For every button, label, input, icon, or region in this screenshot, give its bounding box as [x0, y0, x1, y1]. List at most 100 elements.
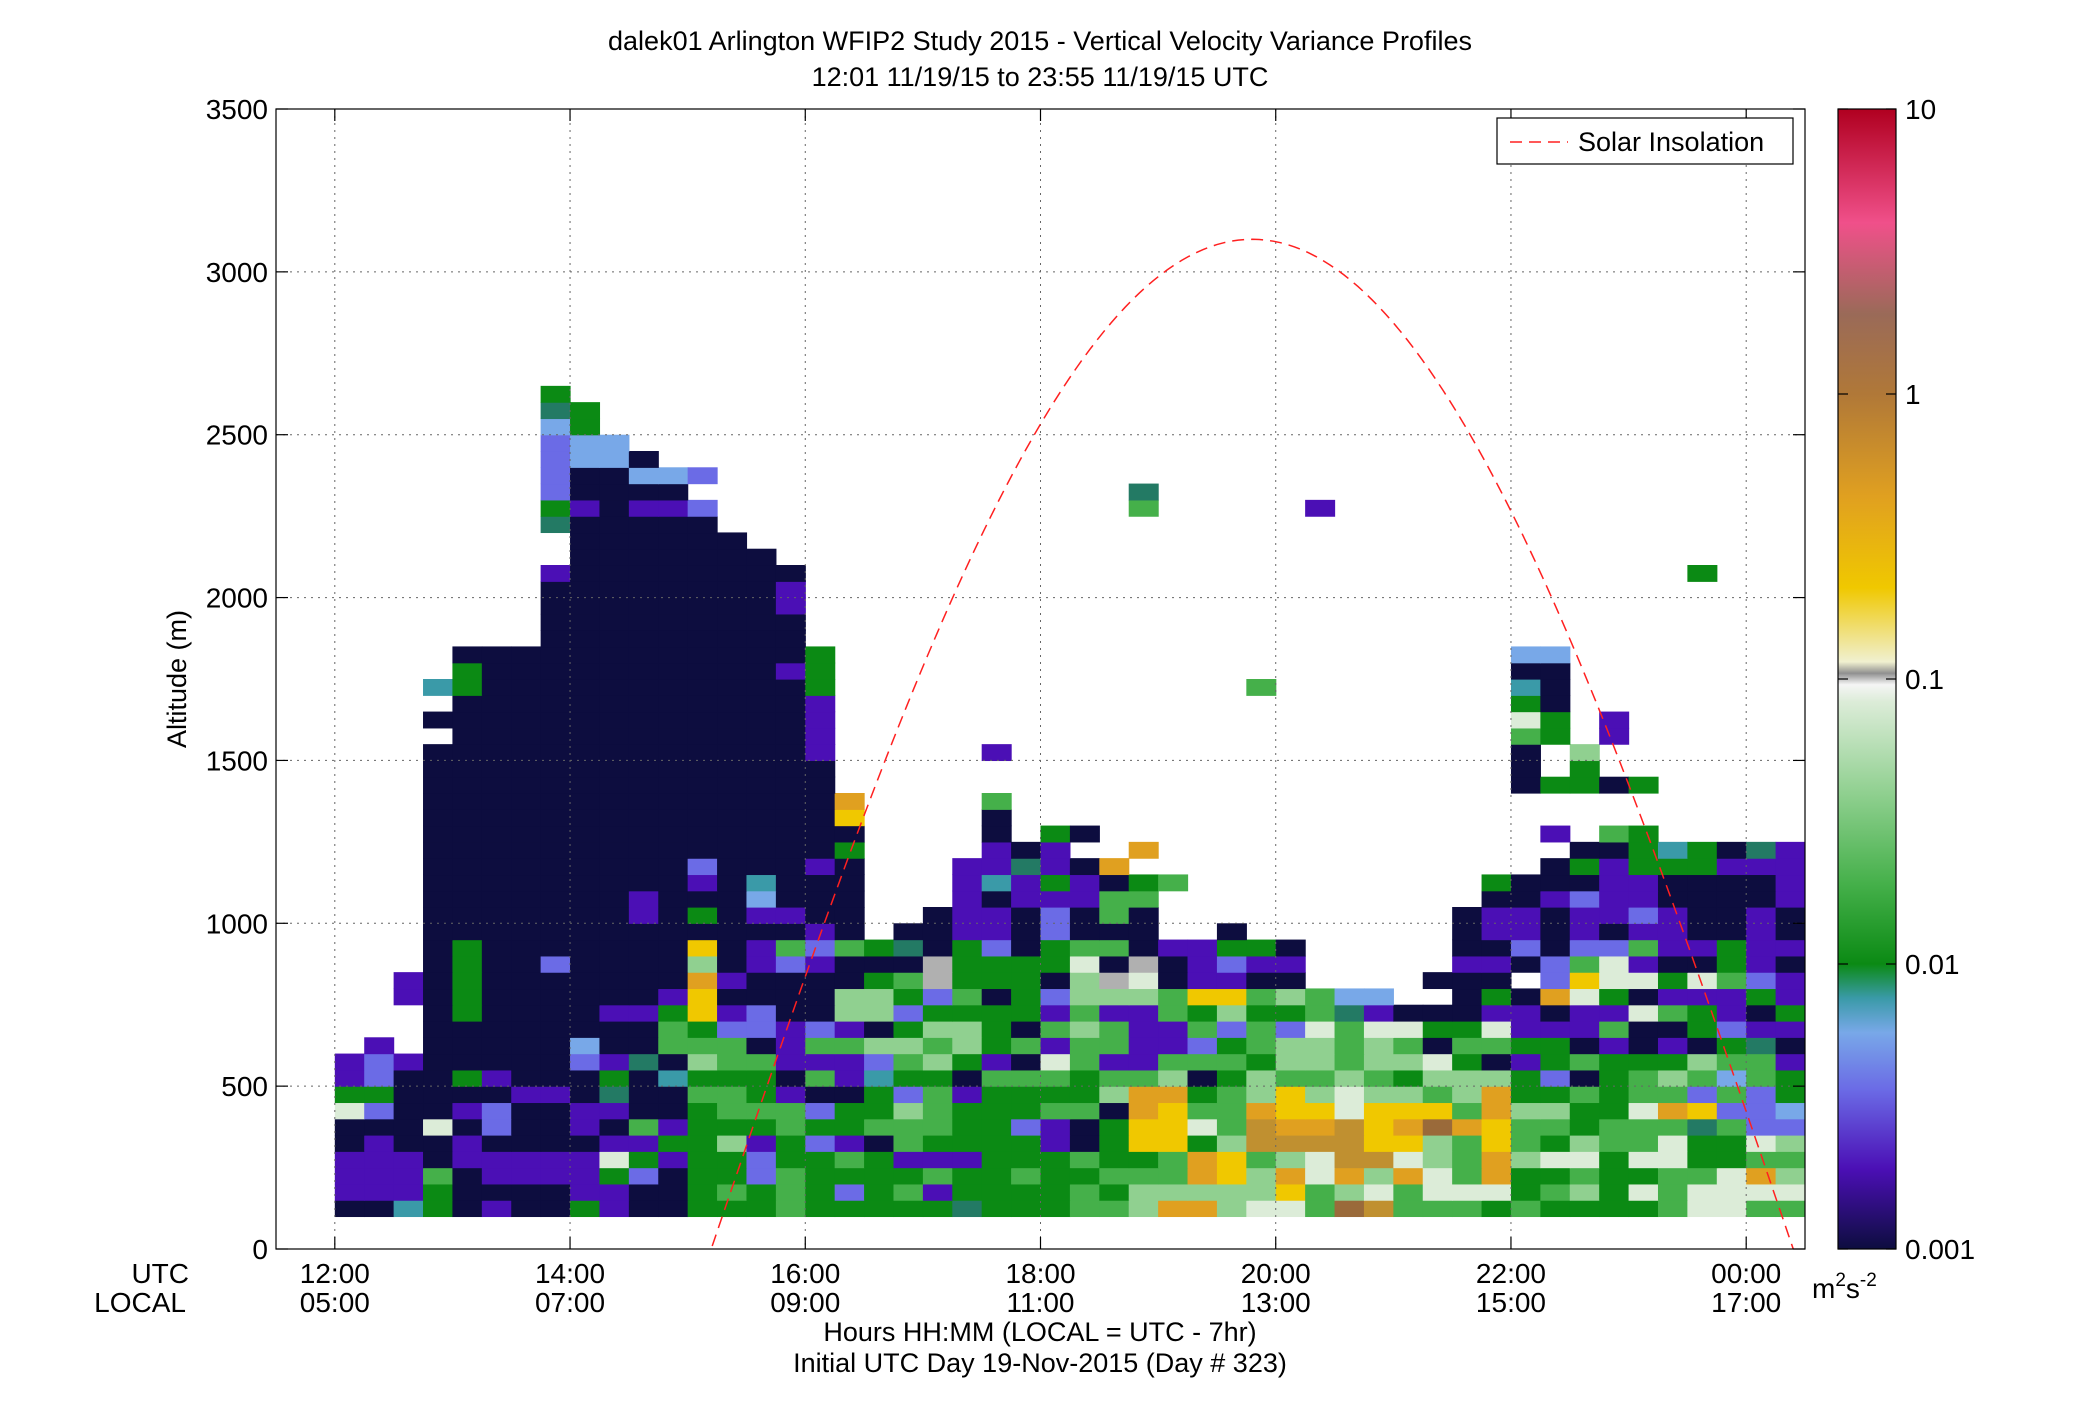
heatmap-cell: [1775, 874, 1805, 892]
heatmap-cell: [599, 825, 630, 843]
heatmap-cell: [481, 907, 512, 924]
heatmap-cell: [599, 809, 630, 827]
heatmap-cell: [687, 744, 718, 762]
heatmap-cell: [981, 972, 1012, 990]
heatmap-cell: [481, 1086, 512, 1104]
heatmap-cell: [1981, 1151, 2011, 1168]
heatmap-cell: [981, 1069, 1012, 1087]
heatmap-cell: [1452, 1183, 1483, 1201]
heatmap-cell: [1334, 1021, 1365, 1038]
heatmap-cell: [1687, 1053, 1718, 1071]
heatmap-cell: [1128, 907, 1159, 924]
heatmap-cell: [1716, 874, 1747, 892]
heatmap-cell: [1069, 1200, 1100, 1218]
heatmap-cell: [1775, 988, 1805, 1006]
heatmap-cell: [1893, 1119, 1923, 1136]
heatmap-cell: [775, 1021, 806, 1038]
legend: Solar Insolation: [1496, 117, 1794, 165]
heatmap-cell: [1540, 1037, 1571, 1055]
heatmap-cell: [864, 972, 895, 990]
y-tick-label: 2500: [206, 420, 268, 451]
heatmap-cell: [1040, 874, 1071, 892]
heatmap-cell: [1481, 1086, 1512, 1104]
heatmap-cell: [1746, 1004, 1777, 1022]
heatmap-cell: [1011, 939, 1042, 957]
heatmap-cell: [1510, 1021, 1541, 1038]
heatmap-cell: [1805, 1102, 1835, 1119]
heatmap-cell: [1246, 939, 1277, 957]
heatmap-cell: [864, 1021, 895, 1038]
heatmap-cell: [1540, 825, 1571, 843]
heatmap-cell: [658, 809, 689, 827]
heatmap-cell: [452, 1004, 483, 1022]
heatmap-cell: [628, 809, 659, 827]
heatmap-cell: [1363, 1118, 1394, 1136]
heatmap-cell: [658, 939, 689, 957]
heatmap-cell: [1746, 939, 1777, 957]
heatmap-cell: [1069, 1151, 1100, 1169]
heatmap-cell: [481, 809, 512, 827]
heatmap-cell: [922, 1167, 953, 1185]
heatmap-cell: [1128, 1151, 1159, 1169]
heatmap-cell: [981, 1053, 1012, 1071]
heatmap-cell: [599, 1200, 630, 1218]
heatmap-cell: [452, 1021, 483, 1038]
heatmap-cell: [1923, 1168, 1953, 1185]
heatmap-cell: [717, 1086, 748, 1104]
heatmap-cell: [540, 744, 571, 762]
heatmap-cell: [717, 1183, 748, 1201]
heatmap-cell: [1657, 1053, 1688, 1071]
heatmap-cell: [1393, 1102, 1424, 1120]
heatmap-cell: [540, 1037, 571, 1055]
heatmap-cell: [687, 499, 718, 517]
heatmap-cell: [864, 1151, 895, 1169]
heatmap-cell: [1011, 1021, 1042, 1038]
heatmap-cell: [1128, 841, 1159, 859]
heatmap-cell: [687, 1069, 718, 1087]
heatmap-cell: [1687, 1037, 1718, 1055]
heatmap-cell: [1334, 1151, 1365, 1169]
heatmap-cell: [540, 858, 571, 876]
heatmap-cell: [687, 1053, 718, 1071]
heatmap-cell: [1893, 1037, 1923, 1054]
heatmap-cell: [1099, 1086, 1130, 1104]
heatmap-cell: [540, 597, 571, 615]
x-tick-local-label: 11:00: [1007, 1287, 1075, 1318]
heatmap-cell: [834, 1037, 865, 1055]
heatmap-cell: [481, 776, 512, 794]
x-tick-local-label: 13:00: [1241, 1287, 1311, 1318]
heatmap-cell: [893, 923, 924, 941]
heatmap-cell: [599, 1135, 630, 1152]
heatmap-cell: [922, 1037, 953, 1055]
x-tick-utc-label: 20:00: [1241, 1258, 1311, 1289]
heatmap-cell: [452, 727, 483, 745]
heatmap-cell: [834, 939, 865, 957]
heatmap-cell: [1540, 1151, 1571, 1169]
heatmap-cell: [687, 890, 718, 908]
heatmap-cell: [1716, 988, 1747, 1006]
heatmap-cell: [893, 1151, 924, 1169]
heatmap-cell: [1569, 1069, 1600, 1087]
heatmap-cell: [775, 711, 806, 729]
heatmap-cell: [1628, 1021, 1659, 1038]
heatmap-cell: [540, 825, 571, 843]
heatmap-cell: [1011, 1200, 1042, 1218]
heatmap-cell: [1687, 1021, 1718, 1038]
heatmap-cell: [1981, 972, 2011, 989]
heatmap-cell: [1599, 988, 1630, 1006]
heatmap-cell: [628, 988, 659, 1006]
heatmap-cell: [1128, 972, 1159, 990]
heatmap-cell: [1481, 955, 1512, 973]
heatmap-cell: [570, 890, 601, 908]
heatmap-cell: [1657, 955, 1688, 973]
heatmap-cell: [658, 923, 689, 941]
heatmap-cell: [1452, 1086, 1483, 1104]
heatmap-cell: [1657, 1135, 1688, 1152]
heatmap-cell: [1481, 1183, 1512, 1201]
heatmap-cell: [570, 744, 601, 762]
heatmap-cell: [1599, 1086, 1630, 1104]
heatmap-cell: [1216, 1118, 1247, 1136]
heatmap-cell: [1011, 1004, 1042, 1022]
colorbar-units: m2s-2: [1812, 1270, 1877, 1304]
heatmap-cell: [511, 841, 542, 859]
